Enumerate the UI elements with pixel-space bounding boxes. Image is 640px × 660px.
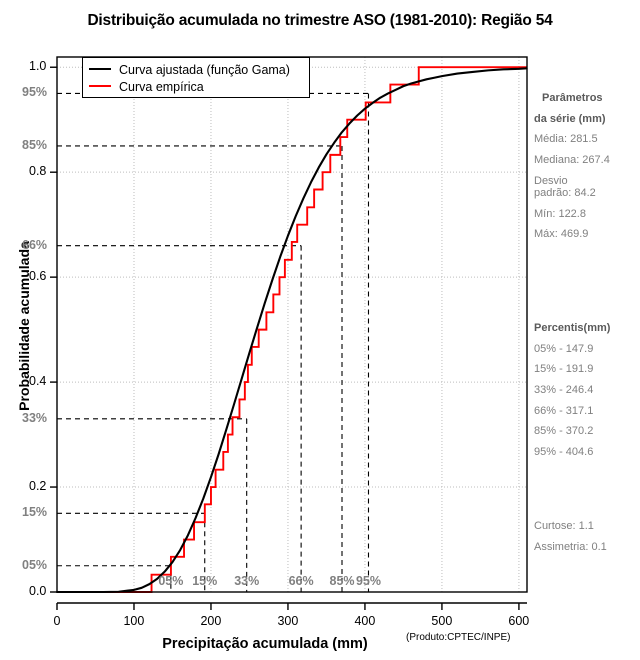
percentil-05: 05% - 147.9	[534, 342, 594, 355]
param-min: Mín: 122.8	[534, 207, 586, 220]
x-tick-label: 200	[200, 614, 222, 628]
x-tick-label: 300	[277, 614, 299, 628]
x-percentile-tick-label: 85%	[329, 574, 355, 588]
series-curva-ajustada	[55, 67, 528, 594]
percentis-panel: Percentis(mm) 05% - 147.9 15% - 191.9 33…	[534, 322, 640, 466]
x-tick-label: 600	[508, 614, 530, 628]
legend-item-curva-ajustada: Curva ajustada (função Gama)	[89, 61, 290, 79]
param-max: Máx: 469.9	[534, 228, 589, 241]
y-tick-label: 1.0	[29, 59, 47, 74]
plot-frame	[56, 56, 528, 593]
y-tick-label: 0.8	[29, 164, 47, 179]
series-curva-empirica	[57, 66, 527, 593]
percentil-66: 66% - 317.1	[534, 404, 594, 417]
page-title: Distribuição acumulada no trimestre ASO …	[87, 12, 553, 29]
percentis-header: Percentis(mm)	[534, 322, 611, 334]
stat-assimetria: Assimetria: 0.1	[534, 540, 607, 553]
x-tick-label: 500	[431, 614, 453, 628]
percentile-guide-lines	[57, 92, 370, 592]
params-header-line2: da série (mm)	[534, 112, 606, 125]
percentil-15: 15% - 191.9	[534, 363, 594, 376]
legend-item-curva-empirica: Curva empírica	[89, 78, 204, 96]
y-percentile-tick-label: 85%	[22, 137, 48, 152]
x-tick-label: 400	[354, 614, 376, 628]
legend-label: Curva ajustada (função Gama)	[119, 63, 290, 77]
y-percentile-tick-label: 95%	[22, 85, 48, 100]
extras-panel: Curtose: 1.1 Assimetria: 0.1	[534, 520, 640, 561]
source-credit: (Produto:CPTEC/INPE)	[406, 632, 511, 643]
y-tick-label: 0.6	[29, 269, 47, 284]
y-percentile-tick-label: 05%	[22, 557, 48, 572]
y-tick-label: 0.0	[29, 584, 47, 598]
x-percentile-tick-label: 66%	[288, 574, 314, 588]
y-percentile-tick-label: 33%	[22, 410, 48, 425]
percentil-95: 95% - 404.6	[534, 445, 594, 458]
legend-label: Curva empírica	[119, 80, 204, 94]
stat-curtose: Curtose: 1.1	[534, 520, 594, 532]
y-percentile-tick-label: 66%	[22, 237, 48, 252]
axis-ticks	[50, 66, 527, 610]
legend-swatch-line-icon	[89, 68, 111, 70]
x-percentile-tick-label: 33%	[234, 574, 260, 588]
param-mediana: Mediana: 267.4	[534, 153, 610, 166]
param-media: Média: 281.5	[534, 133, 598, 146]
y-tick-label: 0.4	[29, 374, 47, 389]
x-percentile-tick-label: 15%	[192, 574, 218, 588]
y-percentile-tick-label: 15%	[22, 505, 48, 520]
percentil-85: 85% - 370.2	[534, 425, 594, 438]
x-percentile-tick-label: 05%	[158, 574, 184, 588]
x-percentile-tick-label: 95%	[355, 574, 382, 588]
param-desvio-line1: Desvio	[534, 174, 568, 187]
x-tick-label: 0	[53, 614, 61, 628]
percentil-33: 33% - 246.4	[534, 383, 594, 396]
x-axis-title: Precipitação acumulada (mm)	[162, 636, 368, 652]
grid-lines	[57, 57, 527, 592]
y-tick-label: 0.2	[29, 479, 47, 494]
params-header-line1: Parâmetros	[542, 92, 603, 104]
params-panel: Parâmetros da série (mm) Média: 281.5 Me…	[534, 92, 640, 249]
param-desvio-line2: padrão: 84.2	[534, 187, 596, 200]
legend-swatch-line-icon	[89, 85, 111, 87]
legend: Curva ajustada (função Gama) Curva empír…	[82, 57, 310, 98]
x-tick-label: 100	[123, 614, 145, 628]
